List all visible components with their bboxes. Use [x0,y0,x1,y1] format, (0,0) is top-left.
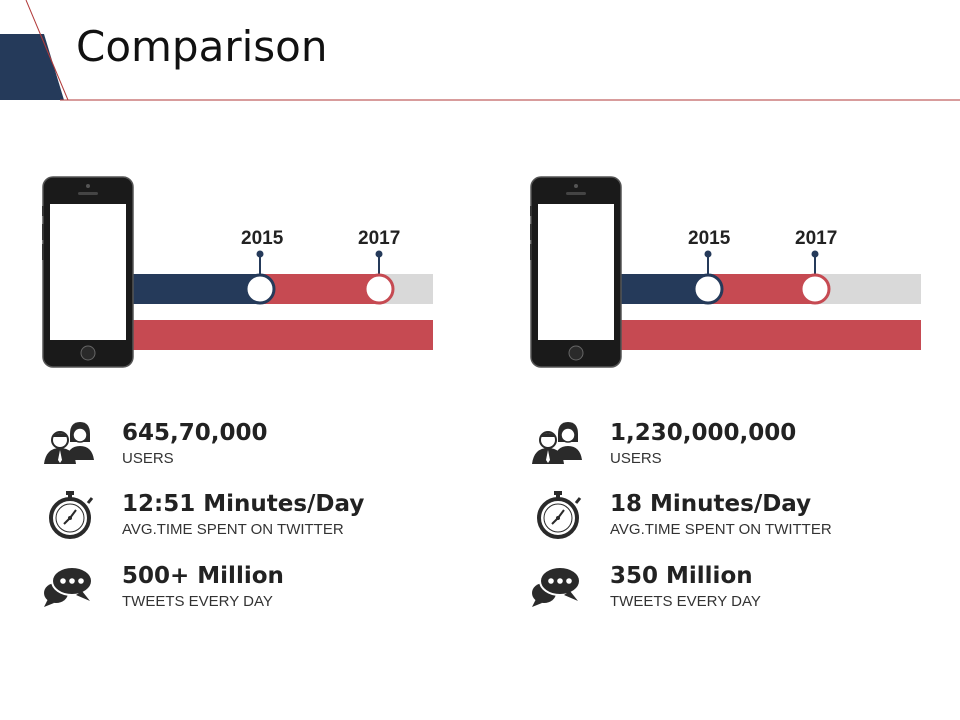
stat-value-time: 18 Minutes/Day [610,491,812,517]
header-decoration [0,0,960,101]
marker-dot-2017 [811,250,819,258]
stat-time-spent: 12:51 Minutes/Day AVG.TIME SPENT ON TWIT… [42,491,482,551]
timeline-marker-2015 [244,273,276,305]
users-icon [532,422,582,464]
timeline-segment-red [264,274,380,304]
stat-value-users: 645,70,000 [122,420,268,446]
users-icon [44,422,94,464]
year-label-2017: 2017 [358,228,401,249]
chat-bubbles-icon [532,566,581,607]
stat-label-users: USERS [122,450,174,467]
phone-screen [50,204,126,340]
stat-tweets: 500+ Million TWEETS EVERY DAY [42,563,482,623]
stopwatch-icon [537,491,582,539]
header-accent-block [0,34,64,100]
stat-label-tweets: TWEETS EVERY DAY [610,593,761,610]
year-label-2017: 2017 [795,228,838,249]
marker-dot-2015 [704,250,712,258]
stat-users: 1,230,000,000 USERS [530,420,960,480]
stat-tweets: 350 Million TWEETS EVERY DAY [530,563,960,623]
header-diagonal-line [25,0,69,101]
timeline-marker-2017 [799,273,831,305]
stat-value-time: 12:51 Minutes/Day [122,491,365,517]
marker-dot-2017 [375,250,383,258]
timeline-marker-2015 [692,273,724,305]
marker-dot-2015 [256,250,264,258]
comparison-panel-right: 2015 2017 1,230,000,000 USERS [530,0,960,720]
timeline-segment-navy [130,274,264,304]
chat-bubbles-icon [44,566,93,607]
stat-value-tweets: 350 Million [610,563,753,589]
stat-value-tweets: 500+ Million [122,563,284,589]
timeline-bars [130,250,433,350]
timeline-segment-red [710,274,816,304]
phone-screen [538,204,614,340]
stat-time-spent: 18 Minutes/Day AVG.TIME SPENT ON TWITTER [530,491,960,551]
stat-label-users: USERS [610,450,662,467]
year-label-2015: 2015 [688,228,731,249]
stat-users: 645,70,000 USERS [42,420,482,480]
timeline-bars [618,250,921,350]
stopwatch-icon [49,491,94,539]
page-title: Comparison [76,22,328,71]
smartphone-icon [42,176,134,368]
stat-label-time: AVG.TIME SPENT ON TWITTER [610,521,832,538]
smartphone-icon [530,176,622,368]
comparison-panel-left: 2015 2017 645,70,000 USERS [42,0,482,720]
comparison-bar [130,320,433,350]
stat-label-time: AVG.TIME SPENT ON TWITTER [122,521,344,538]
comparison-bar [618,320,921,350]
year-label-2015: 2015 [241,228,284,249]
stat-value-users: 1,230,000,000 [610,420,797,446]
timeline-marker-2017 [363,273,395,305]
stat-label-tweets: TWEETS EVERY DAY [122,593,273,610]
